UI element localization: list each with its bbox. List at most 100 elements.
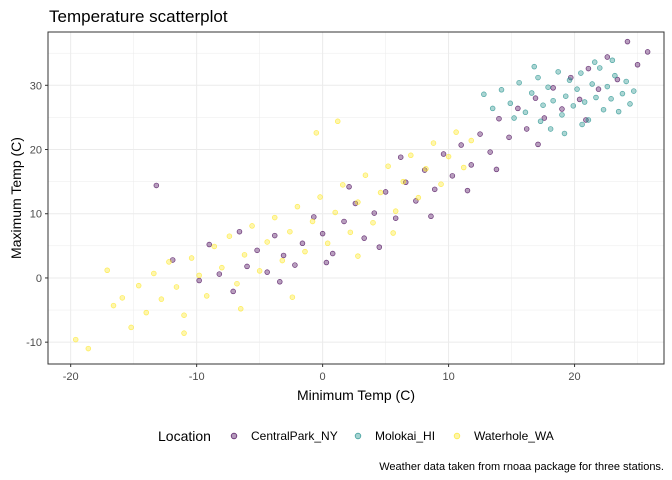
- legend-label-centralpark-ny: CentralPark_NY: [251, 429, 338, 443]
- data-point-centralpark-ny: [346, 184, 352, 190]
- x-tick-label: -10: [189, 371, 205, 383]
- data-point-waterhole-wa: [264, 239, 270, 245]
- data-point-centralpark-ny: [371, 210, 378, 216]
- data-point-molokai-hi: [619, 90, 626, 97]
- data-point-centralpark-ny: [458, 142, 464, 148]
- data-point-centralpark-ny: [292, 262, 298, 268]
- y-axis-label: Maximum Temp (C): [8, 137, 24, 259]
- data-point-waterhole-wa: [385, 163, 391, 169]
- data-point-centralpark-ny: [464, 187, 471, 194]
- data-point-molokai-hi: [570, 103, 577, 109]
- data-point-waterhole-wa: [332, 209, 338, 216]
- legend-key-molokai-hi: [354, 432, 362, 440]
- data-point-molokai-hi: [528, 90, 535, 96]
- data-points: [72, 38, 651, 352]
- data-point-centralpark-ny: [614, 76, 621, 83]
- data-point-waterhole-wa: [313, 130, 320, 136]
- data-point-waterhole-wa: [324, 240, 331, 247]
- data-point-waterhole-wa: [104, 267, 110, 273]
- data-point-waterhole-wa: [355, 199, 361, 205]
- data-point-molokai-hi: [593, 94, 599, 101]
- data-point-molokai-hi: [597, 65, 603, 71]
- data-point-centralpark-ny: [428, 213, 434, 220]
- data-point-waterhole-wa: [219, 264, 225, 271]
- data-point-molokai-hi: [498, 87, 505, 93]
- data-point-waterhole-wa: [453, 129, 459, 135]
- data-point-waterhole-wa: [289, 294, 296, 300]
- legend-label-waterhole-wa: Waterhole_WA: [474, 429, 554, 443]
- x-axis-ticks: -20 -10 0 10 20: [63, 364, 581, 383]
- data-point-centralpark-ny: [440, 151, 447, 157]
- data-point-molokai-hi: [537, 118, 544, 125]
- data-point-waterhole-wa: [110, 302, 117, 309]
- data-point-centralpark-ny: [280, 252, 287, 259]
- data-point-waterhole-wa: [151, 270, 157, 277]
- data-point-centralpark-ny: [431, 186, 438, 193]
- data-point-waterhole-wa: [377, 189, 384, 196]
- data-point-molokai-hi: [511, 115, 517, 121]
- y-tick-label: 30: [30, 80, 42, 92]
- data-point-centralpark-ny: [523, 126, 530, 132]
- data-point-waterhole-wa: [234, 280, 240, 287]
- data-point-waterhole-wa: [287, 228, 293, 235]
- data-point-waterhole-wa: [334, 118, 341, 125]
- data-point-molokai-hi: [604, 83, 611, 90]
- data-point-waterhole-wa: [211, 243, 218, 250]
- y-axis-ticks: -10 0 10 20 30: [26, 80, 48, 349]
- data-point-centralpark-ny: [153, 182, 160, 189]
- data-point-centralpark-ny: [341, 218, 347, 225]
- data-point-centralpark-ny: [264, 269, 270, 275]
- data-point-centralpark-ny: [576, 96, 583, 103]
- data-point-waterhole-wa: [347, 229, 354, 236]
- data-point-waterhole-wa: [400, 178, 406, 185]
- data-point-molokai-hi: [507, 100, 514, 107]
- data-point-molokai-hi: [550, 97, 556, 104]
- data-point-waterhole-wa: [158, 296, 165, 302]
- data-point-waterhole-wa: [309, 218, 316, 225]
- chart-title: Temperature scatterplot: [49, 7, 228, 26]
- data-point-centralpark-ny: [361, 235, 367, 241]
- data-point-waterhole-wa: [119, 295, 126, 301]
- data-point-waterhole-wa: [85, 345, 92, 352]
- data-point-centralpark-ny: [535, 141, 541, 148]
- data-point-waterhole-wa: [415, 194, 422, 201]
- data-point-centralpark-ny: [323, 259, 330, 266]
- data-point-centralpark-ny: [397, 154, 404, 160]
- legend-title: Location: [158, 428, 211, 444]
- data-point-waterhole-wa: [241, 252, 248, 258]
- data-point-centralpark-ny: [493, 166, 500, 173]
- data-point-molokai-hi: [489, 105, 496, 112]
- data-point-molokai-hi: [623, 78, 629, 85]
- data-point-centralpark-ny: [352, 200, 359, 207]
- data-point-centralpark-ny: [506, 134, 512, 141]
- data-point-molokai-hi: [609, 57, 616, 64]
- x-tick-label: 0: [320, 371, 326, 383]
- data-point-molokai-hi: [531, 63, 537, 70]
- data-point-waterhole-wa: [249, 223, 255, 229]
- data-point-centralpark-ny: [568, 74, 574, 81]
- data-point-centralpark-ny: [329, 250, 336, 257]
- data-point-waterhole-wa: [340, 182, 346, 188]
- data-point-waterhole-wa: [181, 312, 187, 318]
- y-tick-label: 10: [30, 209, 42, 221]
- data-point-waterhole-wa: [460, 164, 467, 171]
- data-point-centralpark-ny: [376, 244, 383, 250]
- data-point-waterhole-wa: [196, 272, 202, 279]
- data-point-centralpark-ny: [254, 247, 260, 254]
- data-point-molokai-hi: [585, 117, 592, 123]
- data-point-centralpark-ny: [585, 65, 592, 72]
- data-point-centralpark-ny: [244, 263, 250, 270]
- data-point-waterhole-wa: [181, 330, 187, 336]
- data-point-waterhole-wa: [166, 259, 172, 265]
- data-point-waterhole-wa: [279, 257, 286, 264]
- data-point-molokai-hi: [600, 106, 607, 113]
- data-point-centralpark-ny: [216, 271, 223, 277]
- data-point-centralpark-ny: [271, 232, 278, 239]
- legend-key-waterhole-wa: [453, 432, 461, 440]
- data-point-waterhole-wa: [430, 140, 437, 146]
- data-point-centralpark-ny: [206, 241, 212, 248]
- data-point-centralpark-ny: [449, 173, 456, 179]
- data-point-waterhole-wa: [294, 203, 301, 210]
- x-tick-label: -20: [63, 371, 79, 383]
